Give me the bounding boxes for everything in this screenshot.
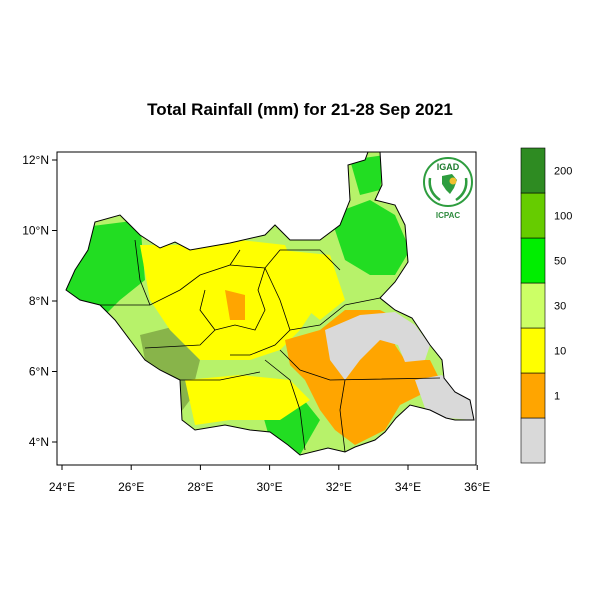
state-boundary [339, 379, 346, 453]
legend-swatch [520, 192, 546, 239]
legend-swatch [520, 372, 546, 419]
rain-zone-east-grey [325, 312, 430, 380]
logo-sun [449, 177, 457, 185]
rain-zone-south-yellow [185, 375, 310, 425]
legend-swatch [520, 147, 546, 194]
legend-swatch [520, 327, 546, 374]
latitude-tick-label: 12°N [22, 153, 49, 167]
rainfall-legend: 1 10 30 50 100 200 [520, 147, 572, 464]
state-boundary [180, 371, 261, 381]
legend-label: 200 [554, 166, 572, 178]
rain-zone-north-spike-green [350, 155, 385, 195]
country-border [65, 151, 475, 456]
longitude-tick-label: 26°E [118, 480, 144, 494]
legend-label: 100 [554, 211, 572, 223]
legend-swatch [520, 417, 546, 464]
rain-zone-east-orange [285, 310, 440, 445]
logo-laurel [428, 177, 468, 202]
latitude-tick-label: 6°N [29, 365, 49, 379]
state-boundaries [100, 239, 441, 453]
logo-bottom-text: ICPAC [436, 211, 461, 220]
longitude-tick-label: 24°E [49, 480, 75, 494]
state-boundary [214, 267, 266, 331]
state-boundary [289, 297, 381, 331]
rainfall-field [66, 152, 474, 455]
legend-label: 50 [554, 256, 566, 268]
rain-zone-olive [140, 325, 200, 420]
plot-frame [56, 151, 477, 466]
latitude-axis: 4°N 6°N 8°N 10°N 12°N [22, 153, 57, 449]
legend-swatch [520, 282, 546, 329]
rain-zone-east-yellow [280, 250, 345, 320]
longitude-tick-label: 30°E [257, 480, 283, 494]
legend-label: 1 [554, 391, 560, 403]
state-boundary [279, 349, 441, 381]
longitude-tick-label: 36°E [464, 480, 490, 494]
longitude-tick-label: 32°E [326, 480, 352, 494]
state-boundary [264, 359, 306, 451]
state-boundary [229, 249, 341, 271]
latitude-tick-label: 10°N [22, 224, 49, 238]
longitude-tick-label: 34°E [395, 480, 421, 494]
legend-label: 10 [554, 346, 566, 358]
map-title: Total Rainfall (mm) for 21-28 Sep 2021 [147, 100, 453, 119]
state-boundary [230, 267, 291, 356]
latitude-tick-label: 4°N [29, 435, 49, 449]
latitude-tick-label: 8°N [29, 294, 49, 308]
igad-icpac-logo: IGAD ICPAC [423, 157, 473, 220]
rain-zone-central-orange [225, 290, 245, 320]
rain-zone-southeast-grey [415, 375, 474, 420]
legend-swatch [520, 237, 546, 284]
state-boundary [134, 239, 151, 306]
legend-label: 30 [554, 301, 566, 313]
rain-zone-northeast-green [330, 200, 410, 275]
longitude-axis: 24°E 26°E 28°E 30°E 32°E 34°E 36°E [49, 465, 490, 494]
logo-top-text: IGAD [437, 162, 460, 172]
longitude-tick-label: 28°E [187, 480, 213, 494]
state-boundary [100, 249, 241, 306]
